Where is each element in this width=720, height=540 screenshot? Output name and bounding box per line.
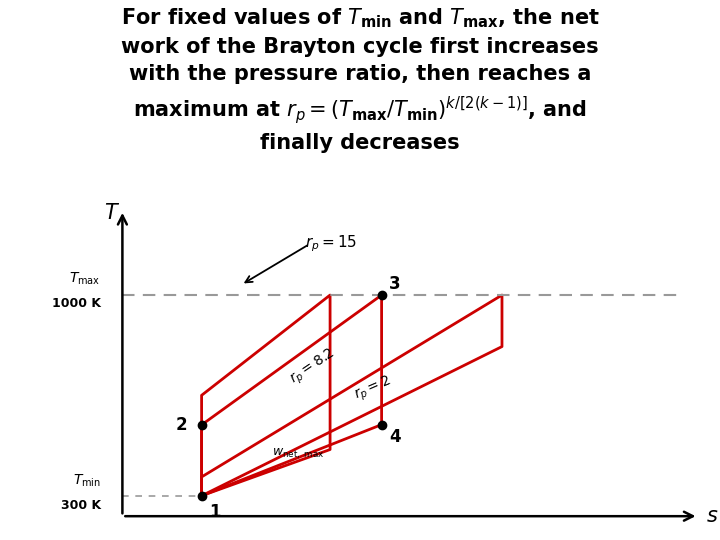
- Text: $w_{\mathrm{net,\ max}}$: $w_{\mathrm{net,\ max}}$: [272, 447, 325, 461]
- Text: $T$: $T$: [104, 203, 120, 223]
- Text: 1000 K: 1000 K: [52, 297, 101, 310]
- Text: 3: 3: [389, 275, 400, 293]
- Text: $T_{\mathrm{min}}$: $T_{\mathrm{min}}$: [73, 472, 101, 489]
- Text: For fixed values of $T_\mathbf{min}$ and $T_\mathbf{max}$, the net
work of the B: For fixed values of $T_\mathbf{min}$ and…: [121, 6, 599, 153]
- Text: $T_{\mathrm{max}}$: $T_{\mathrm{max}}$: [69, 270, 101, 287]
- Text: $r_p = 15$: $r_p = 15$: [305, 234, 357, 254]
- Text: $r_p = 8.2$: $r_p = 8.2$: [287, 345, 340, 389]
- Text: 2: 2: [176, 416, 187, 434]
- Text: 1: 1: [209, 503, 220, 521]
- Text: $s$: $s$: [706, 506, 718, 526]
- Text: $r_p = 2$: $r_p = 2$: [352, 373, 395, 406]
- Text: 300 K: 300 K: [60, 499, 101, 512]
- Text: 4: 4: [389, 428, 400, 446]
